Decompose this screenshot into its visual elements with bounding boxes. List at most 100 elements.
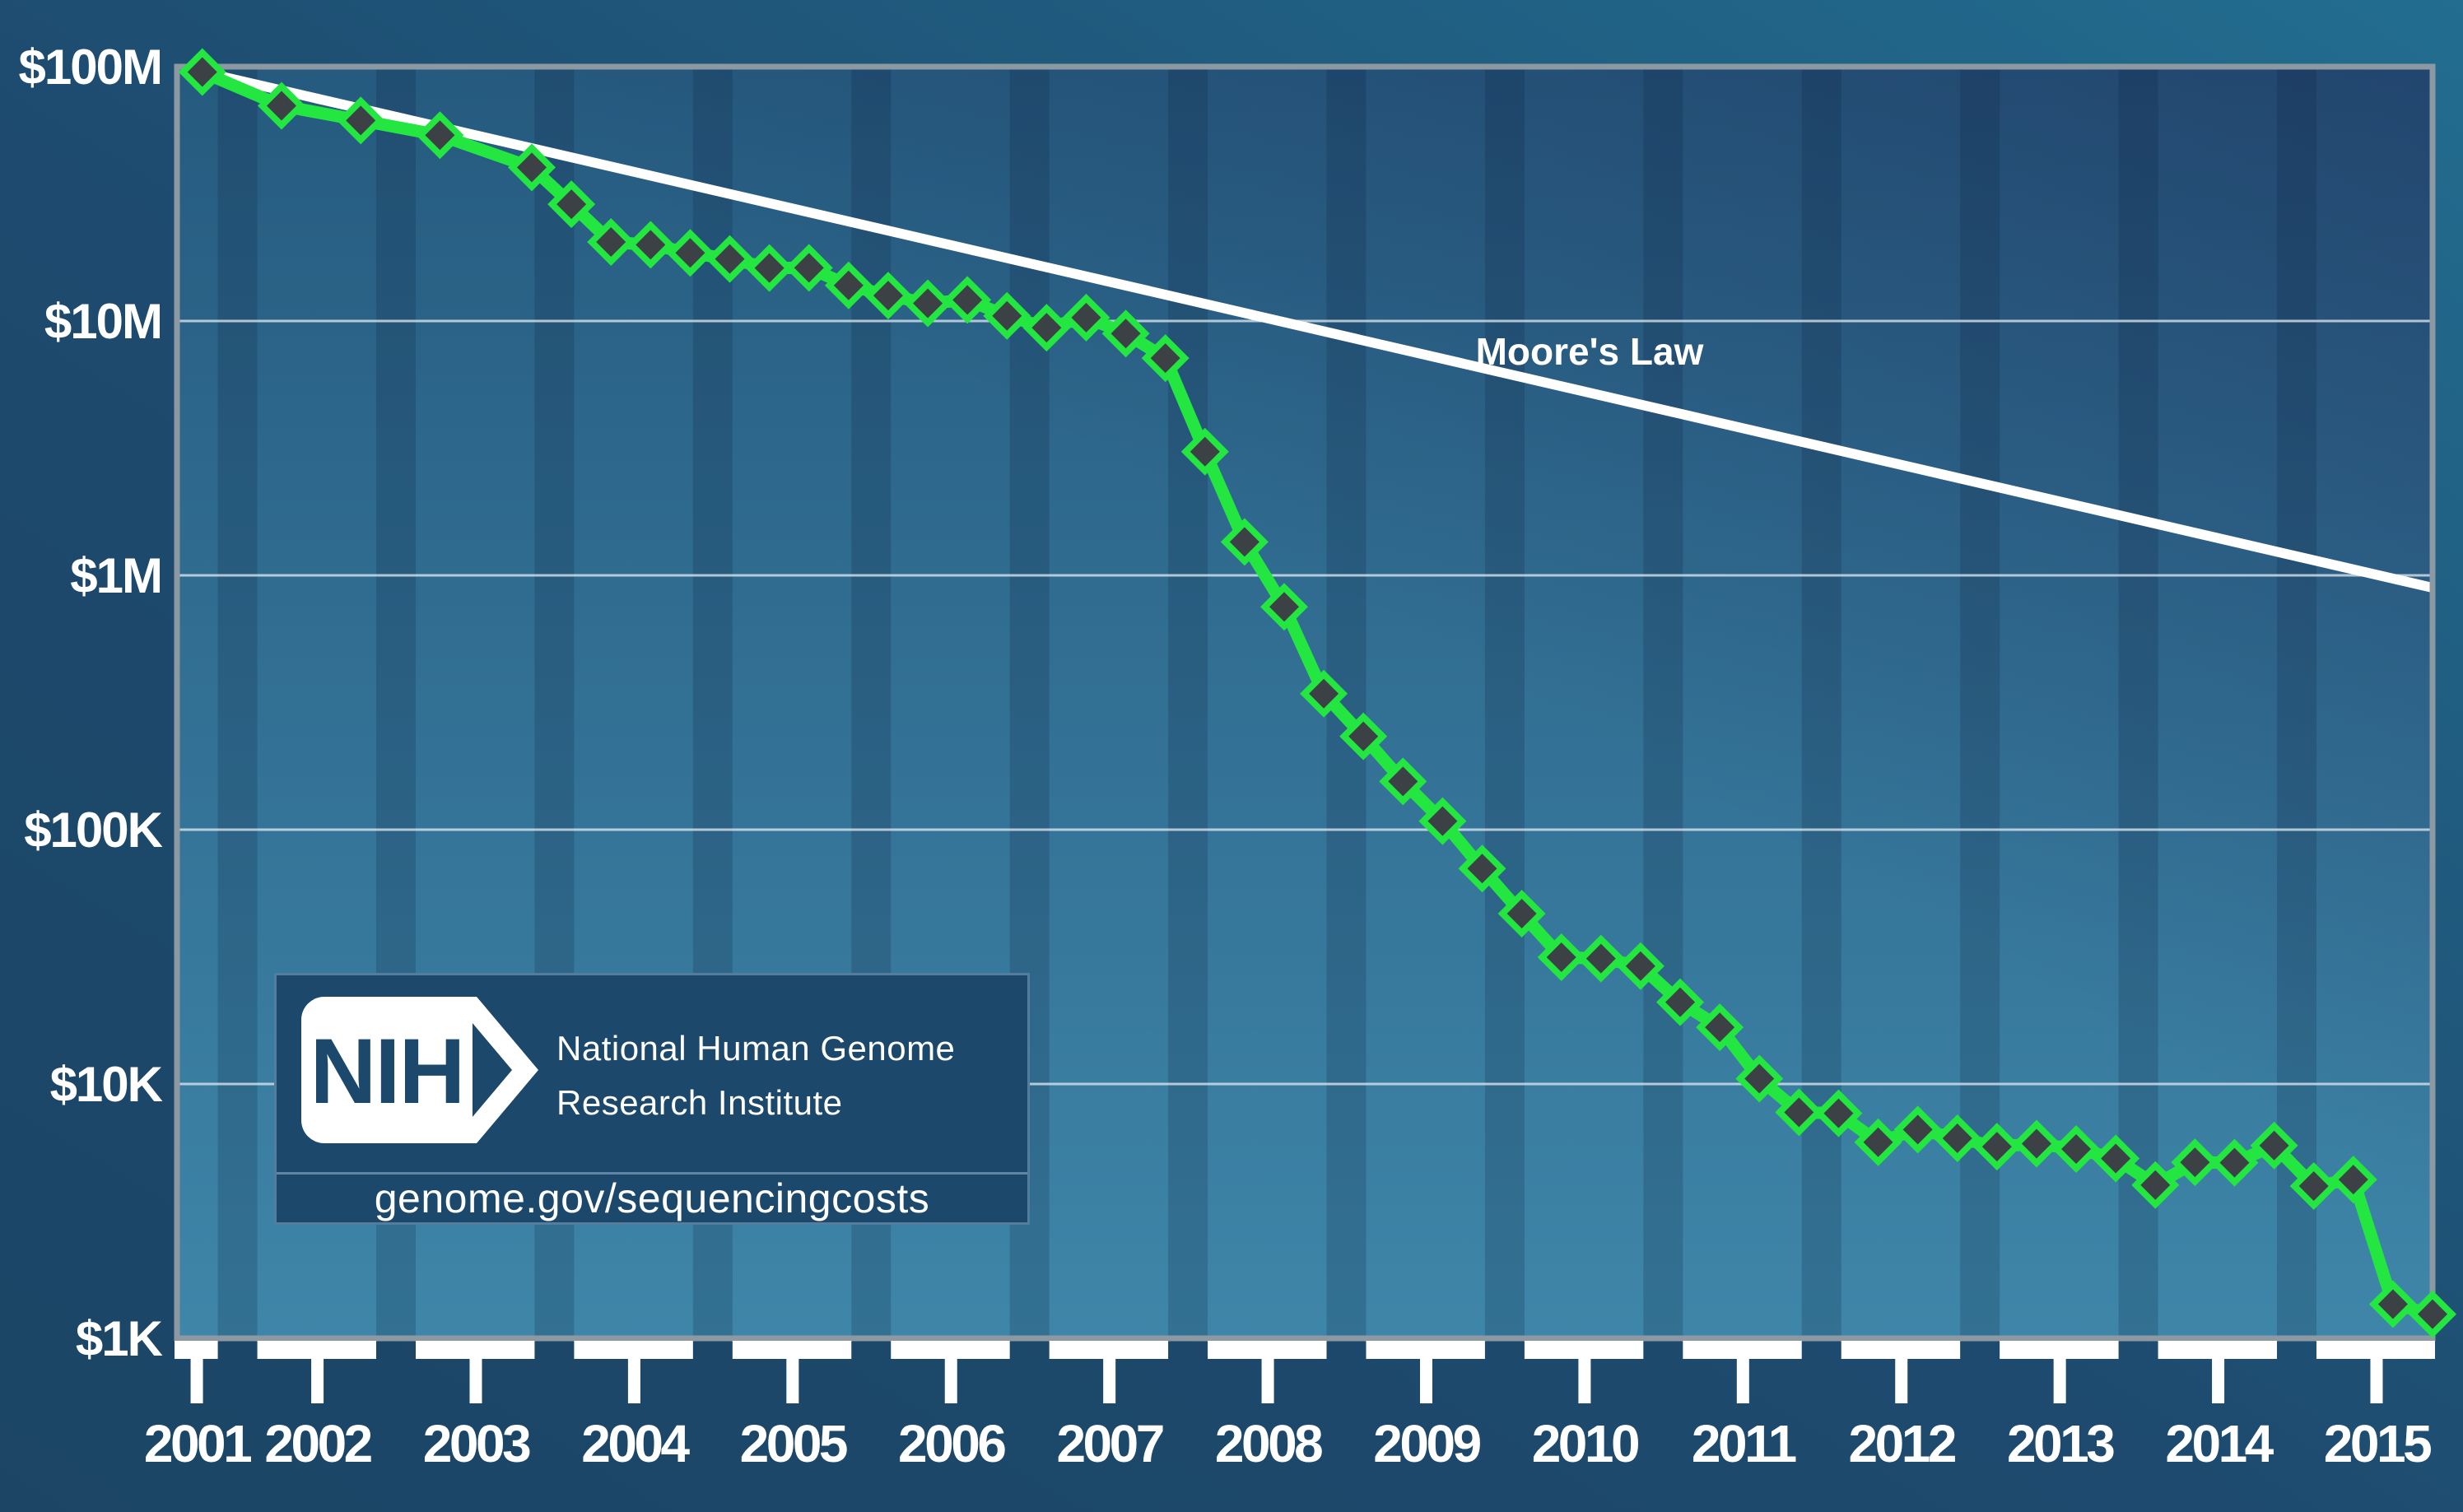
data-point-marker bbox=[1744, 1063, 1775, 1094]
x-tick-label-2001: 2001 bbox=[144, 1414, 251, 1473]
x-tick-label-2006: 2006 bbox=[898, 1414, 1005, 1473]
x-tick-label-2011: 2011 bbox=[1692, 1414, 1796, 1473]
data-point-marker bbox=[2140, 1170, 2171, 1200]
data-point-marker bbox=[1388, 766, 1418, 797]
data-point-marker bbox=[517, 152, 547, 183]
data-point-marker bbox=[1506, 898, 1537, 928]
data-point-marker bbox=[1863, 1127, 1893, 1157]
year-boundary-band bbox=[1643, 67, 1683, 1338]
data-point-marker bbox=[992, 300, 1022, 331]
data-point-marker bbox=[833, 270, 864, 300]
data-point-marker bbox=[2338, 1165, 2368, 1195]
year-boundary-band bbox=[1484, 67, 1525, 1338]
x-tick-label-2010: 2010 bbox=[1532, 1414, 1638, 1473]
x-tick-label-2015: 2015 bbox=[2324, 1414, 2431, 1473]
year-boundary-band bbox=[2118, 67, 2158, 1338]
data-point-marker bbox=[2298, 1170, 2329, 1201]
x-axis-tick bbox=[1419, 1358, 1432, 1403]
x-axis-block bbox=[1683, 1341, 1802, 1359]
x-axis-block bbox=[257, 1341, 377, 1359]
x-tick-label-2013: 2013 bbox=[2007, 1414, 2114, 1473]
nih-logo: NIH bbox=[301, 997, 538, 1143]
y-tick-label-$100M: $100M bbox=[19, 40, 161, 95]
data-point-marker bbox=[2061, 1134, 2092, 1165]
data-point-marker bbox=[266, 91, 296, 121]
data-point-marker bbox=[715, 244, 745, 274]
data-point-marker bbox=[1942, 1123, 1972, 1153]
x-axis-block bbox=[574, 1341, 693, 1359]
data-point-marker bbox=[1585, 943, 1616, 974]
x-axis-block bbox=[2000, 1341, 2119, 1359]
x-tick-label-2004: 2004 bbox=[581, 1414, 690, 1473]
data-point-marker bbox=[754, 253, 785, 283]
data-point-marker bbox=[1427, 806, 1458, 836]
nih-org-name-line2: Research Institute bbox=[556, 1083, 843, 1122]
data-point-marker bbox=[1981, 1132, 2012, 1162]
data-point-marker bbox=[1110, 319, 1141, 349]
x-axis-block bbox=[2316, 1341, 2435, 1359]
x-tick-label-2014: 2014 bbox=[2165, 1414, 2274, 1473]
year-boundary-band bbox=[2276, 67, 2316, 1338]
x-tick-label-2003: 2003 bbox=[423, 1414, 530, 1473]
data-point-marker bbox=[2180, 1147, 2210, 1178]
data-point-marker bbox=[1348, 721, 1379, 751]
year-boundary-band bbox=[1168, 67, 1208, 1338]
x-tick-label-2009: 2009 bbox=[1373, 1414, 1480, 1473]
data-point-marker bbox=[1269, 592, 1299, 622]
plot-frame bbox=[174, 63, 2436, 1342]
data-point-marker bbox=[1705, 1012, 1735, 1043]
x-axis-block bbox=[1049, 1341, 1169, 1359]
data-point-marker bbox=[1625, 951, 1655, 981]
data-point-marker bbox=[913, 288, 943, 319]
nih-logo-chevron-icon bbox=[450, 997, 538, 1143]
x-axis-tick bbox=[311, 1358, 324, 1403]
x-axis-tick bbox=[1103, 1358, 1116, 1403]
y-tick-label-$1M: $1M bbox=[70, 548, 161, 603]
x-axis-block bbox=[732, 1341, 852, 1359]
x-axis-block bbox=[1366, 1341, 1485, 1359]
x-axis-block bbox=[1208, 1341, 1327, 1359]
x-axis-tick bbox=[1578, 1358, 1591, 1403]
x-axis-block bbox=[1524, 1341, 1644, 1359]
data-point-marker bbox=[1190, 436, 1220, 467]
data-point-marker bbox=[952, 285, 983, 315]
data-point-marker bbox=[2021, 1128, 2051, 1159]
data-point-marker bbox=[794, 253, 824, 283]
data-point-marker bbox=[1071, 302, 1101, 333]
x-tick-label-2007: 2007 bbox=[1056, 1414, 1162, 1473]
nih-org-name-line1: National Human Genome bbox=[556, 1029, 956, 1068]
data-point-marker bbox=[675, 238, 705, 268]
x-tick-label-2012: 2012 bbox=[1849, 1414, 1956, 1473]
year-boundary-band bbox=[1801, 67, 1841, 1338]
data-point-marker bbox=[1902, 1114, 1933, 1145]
x-axis-tick bbox=[1736, 1358, 1749, 1403]
chart-plot-area: Moore's Law 2001 2002 2003 2004 2005 2006 2007 2… bbox=[19, 40, 2456, 1473]
y-tick-label-$10M: $10M bbox=[44, 294, 161, 349]
data-point-marker bbox=[1665, 987, 1696, 1017]
data-point-marker bbox=[1784, 1097, 1814, 1128]
x-tick-label-2002: 2002 bbox=[264, 1414, 371, 1473]
x-axis-tick bbox=[2370, 1358, 2383, 1403]
x-axis-tick bbox=[1261, 1358, 1274, 1403]
x-tick-label-2008: 2008 bbox=[1215, 1414, 1322, 1473]
data-point-marker bbox=[2259, 1130, 2289, 1161]
x-axis-tick bbox=[786, 1358, 799, 1403]
nih-logo-plate bbox=[301, 997, 473, 1143]
x-axis-tick bbox=[627, 1358, 640, 1403]
data-point-marker bbox=[1031, 313, 1062, 343]
year-boundary-band bbox=[217, 67, 258, 1338]
y-tick-label-$100K: $100K bbox=[24, 803, 162, 858]
data-point-marker bbox=[2418, 1299, 2447, 1329]
x-axis-tick bbox=[944, 1358, 957, 1403]
nih-org-name: National Human Genome Research Institute bbox=[556, 1021, 955, 1130]
x-tick-label-2005: 2005 bbox=[740, 1414, 847, 1473]
moores-law-line bbox=[201, 67, 2434, 593]
data-point-marker bbox=[636, 230, 666, 260]
x-axis-tick bbox=[190, 1358, 203, 1403]
data-point-marker bbox=[1150, 343, 1180, 374]
data-point-marker bbox=[556, 189, 587, 220]
x-axis-block bbox=[175, 1341, 218, 1359]
data-point-marker bbox=[425, 120, 455, 151]
